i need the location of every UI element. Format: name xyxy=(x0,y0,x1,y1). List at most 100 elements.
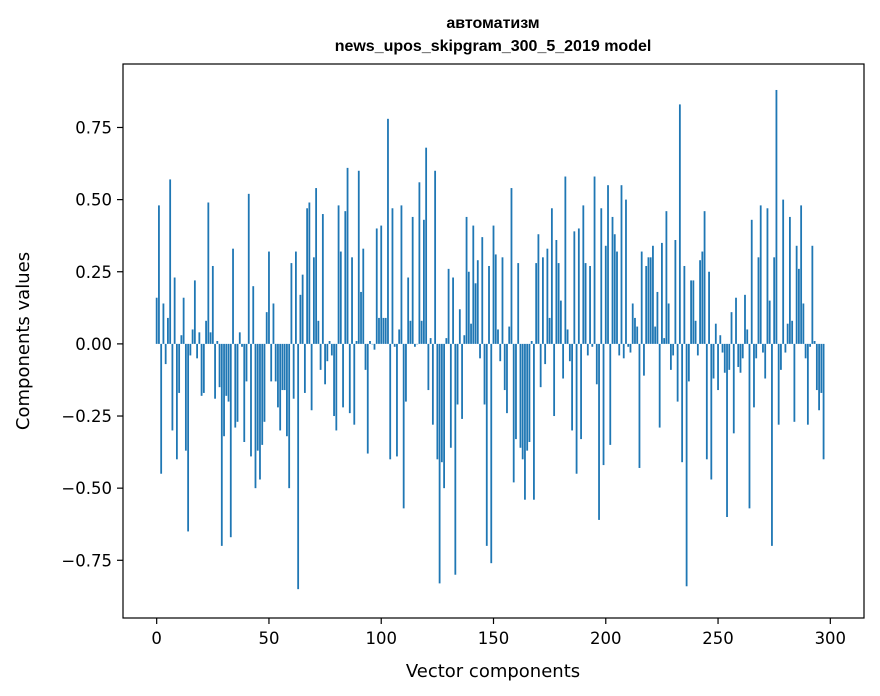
bar-55 xyxy=(279,343,282,431)
bar-140 xyxy=(470,323,472,344)
bar-177 xyxy=(553,343,556,417)
bar-41 xyxy=(247,193,250,344)
bar-195 xyxy=(593,176,596,344)
bar-173 xyxy=(544,343,547,365)
bar-142 xyxy=(474,283,477,344)
bar-245 xyxy=(705,343,708,460)
bar-145 xyxy=(481,237,484,344)
bar-152 xyxy=(497,329,499,344)
bar-248 xyxy=(712,343,715,379)
bar-236 xyxy=(685,343,688,587)
bar-32 xyxy=(227,343,230,402)
bar-38 xyxy=(241,343,243,347)
bar-35 xyxy=(234,343,237,428)
bar-180 xyxy=(559,300,562,344)
bar-0 xyxy=(155,297,158,344)
bar-21 xyxy=(202,343,205,393)
chart-title-line1: автоматизм xyxy=(446,15,539,32)
bar-290 xyxy=(806,343,809,425)
bar-18 xyxy=(196,343,198,359)
bar-263 xyxy=(746,329,749,344)
bar-27 xyxy=(216,341,219,344)
bar-241 xyxy=(696,343,699,356)
bar-144 xyxy=(479,343,481,359)
bar-84 xyxy=(344,211,347,344)
bar-15 xyxy=(189,343,192,356)
bar-280 xyxy=(784,343,787,353)
bar-212 xyxy=(631,303,634,344)
bar-13 xyxy=(184,343,187,451)
bar-274 xyxy=(771,343,773,546)
bar-182 xyxy=(564,176,567,344)
x-tick-label: 300 xyxy=(815,629,847,648)
bar-205 xyxy=(616,251,618,344)
bar-40 xyxy=(245,343,248,382)
bar-231 xyxy=(674,240,677,344)
bar-14 xyxy=(187,343,190,532)
bar-221 xyxy=(652,245,654,344)
bar-65 xyxy=(301,274,304,344)
bar-222 xyxy=(654,326,657,344)
bar-71 xyxy=(315,188,318,344)
bar-79 xyxy=(333,343,335,417)
bar-69 xyxy=(310,343,313,411)
bar-47 xyxy=(261,343,264,445)
bar-86 xyxy=(348,343,351,414)
bar-255 xyxy=(728,343,731,370)
bar-130 xyxy=(447,268,450,344)
bar-233 xyxy=(678,104,681,344)
bar-5 xyxy=(167,317,169,344)
bar-185 xyxy=(571,343,573,431)
bar-268 xyxy=(757,257,760,344)
bar-29 xyxy=(220,343,223,546)
bar-247 xyxy=(710,343,713,480)
bar-115 xyxy=(414,343,416,347)
bar-94 xyxy=(366,343,369,454)
bar-167 xyxy=(530,341,533,344)
bar-30 xyxy=(223,343,225,437)
bar-43 xyxy=(252,286,255,344)
bar-249 xyxy=(714,323,717,344)
x-tick-label: 200 xyxy=(590,629,622,648)
bar-287 xyxy=(800,205,803,344)
bar-107 xyxy=(396,343,398,457)
bar-64 xyxy=(299,294,302,344)
bar-295 xyxy=(818,343,820,411)
bar-134 xyxy=(456,343,459,405)
bar-169 xyxy=(535,263,538,344)
bar-46 xyxy=(259,343,261,480)
bar-226 xyxy=(663,338,666,344)
bar-176 xyxy=(550,208,553,344)
bar-73 xyxy=(319,343,322,370)
bar-179 xyxy=(557,263,560,344)
bar-36 xyxy=(236,343,239,422)
bar-106 xyxy=(393,343,396,347)
bar-59 xyxy=(288,343,291,489)
bar-151 xyxy=(494,254,497,344)
x-tick-label: 150 xyxy=(478,629,510,648)
bar-254 xyxy=(726,343,728,518)
bar-243 xyxy=(701,251,704,344)
bar-194 xyxy=(591,343,594,347)
bar-269 xyxy=(759,205,762,344)
bar-117 xyxy=(418,182,421,344)
bar-78 xyxy=(330,343,333,356)
bar-8 xyxy=(173,277,176,344)
bar-90 xyxy=(357,170,360,344)
bar-149 xyxy=(490,343,493,564)
bar-192 xyxy=(586,343,589,356)
bar-72 xyxy=(317,320,320,344)
bar-10 xyxy=(178,343,181,393)
bar-282 xyxy=(789,216,791,344)
bar-228 xyxy=(667,303,670,344)
bar-89 xyxy=(355,341,358,344)
bar-223 xyxy=(656,291,659,344)
bar-83 xyxy=(342,343,344,408)
bar-67 xyxy=(306,208,309,344)
bar-178 xyxy=(555,240,558,344)
bar-165 xyxy=(526,343,529,451)
bar-122 xyxy=(429,338,432,344)
chart-title-line2: news_upos_skipgram_300_5_2019 model xyxy=(335,38,652,55)
bar-289 xyxy=(804,343,807,359)
bar-264 xyxy=(748,343,751,509)
